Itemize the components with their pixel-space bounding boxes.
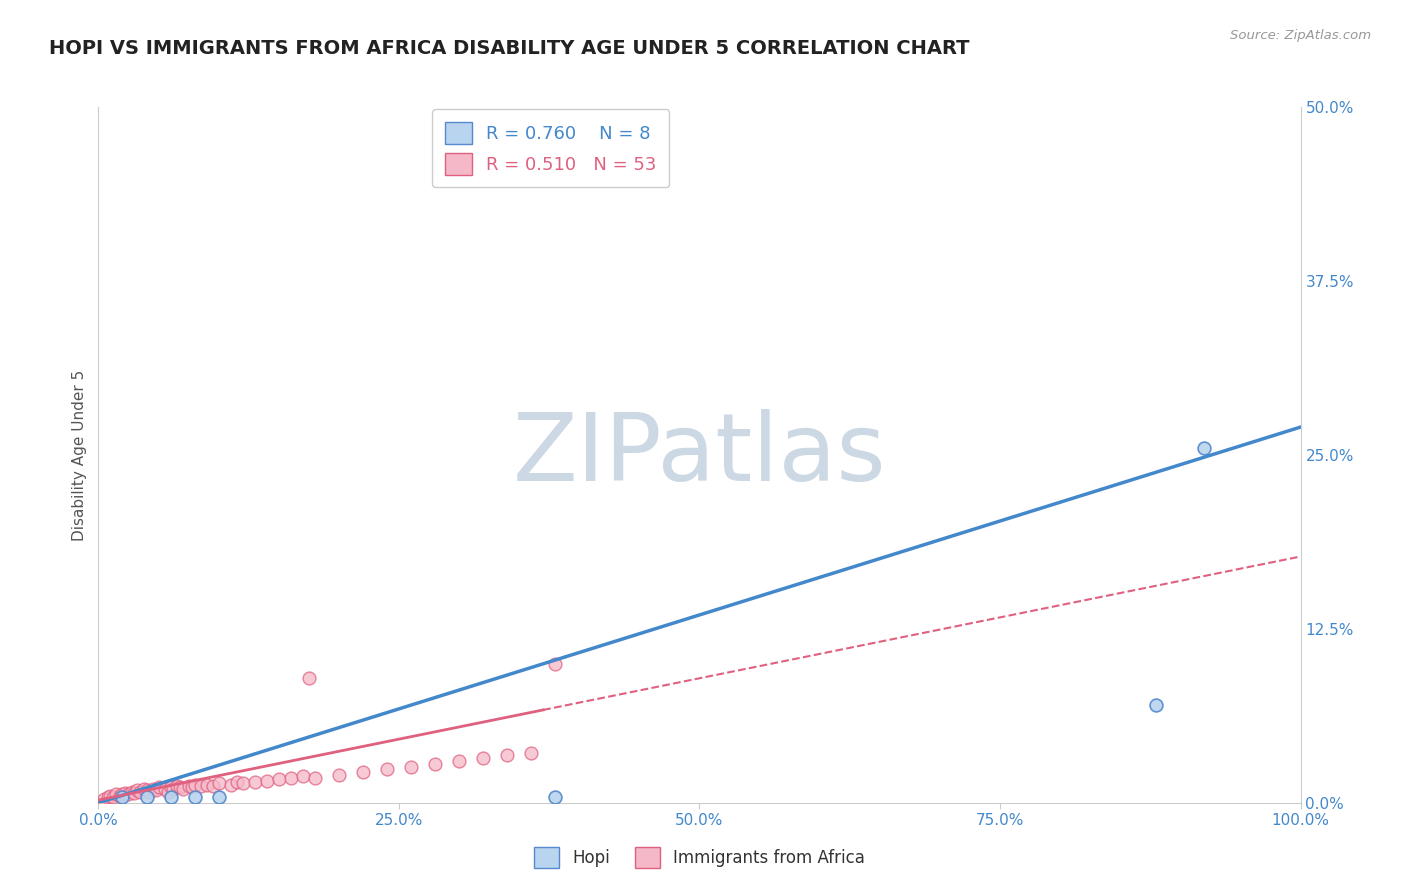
Point — [93, 791, 115, 805]
Point — [129, 785, 152, 799]
Point — [111, 790, 134, 805]
Point — [496, 748, 519, 763]
Point — [177, 779, 200, 793]
Point — [243, 775, 266, 789]
Point — [162, 781, 184, 796]
Point — [181, 780, 204, 795]
Point — [101, 790, 124, 805]
Point — [124, 786, 146, 800]
Legend: Hopi, Immigrants from Africa: Hopi, Immigrants from Africa — [527, 841, 872, 874]
Point — [375, 763, 398, 777]
Point — [108, 789, 131, 803]
Point — [125, 783, 148, 797]
Point — [183, 790, 205, 805]
Point — [135, 783, 157, 797]
Point — [291, 769, 314, 783]
Point — [166, 779, 188, 793]
Point — [280, 771, 302, 785]
Point — [208, 790, 231, 805]
Point — [298, 671, 321, 685]
Point — [544, 790, 567, 805]
Point — [352, 765, 374, 780]
Point — [1144, 698, 1167, 713]
Point — [267, 772, 290, 786]
Point — [447, 754, 470, 768]
Point — [208, 776, 231, 790]
Point — [328, 768, 350, 782]
Point — [105, 788, 128, 802]
Point — [183, 778, 205, 792]
Point — [157, 785, 180, 799]
Point — [121, 785, 143, 799]
Point — [114, 786, 136, 800]
Point — [399, 759, 422, 773]
Point — [423, 756, 446, 771]
Point — [159, 780, 181, 795]
Point — [172, 781, 194, 796]
Point — [153, 781, 176, 796]
Point — [169, 780, 191, 795]
Point — [159, 790, 181, 805]
Y-axis label: Disability Age Under 5: Disability Age Under 5 — [72, 369, 87, 541]
Point — [135, 790, 157, 805]
Point — [111, 788, 134, 802]
Point — [117, 788, 139, 802]
Point — [219, 778, 242, 792]
Point — [145, 783, 167, 797]
Point — [520, 746, 543, 760]
Point — [304, 771, 326, 785]
Point — [148, 780, 170, 795]
Point — [544, 657, 567, 671]
Point — [100, 789, 122, 803]
Text: Source: ZipAtlas.com: Source: ZipAtlas.com — [1230, 29, 1371, 42]
Point — [472, 751, 495, 765]
Point — [190, 779, 212, 793]
Point — [195, 778, 218, 792]
Point — [97, 790, 120, 805]
Point — [132, 781, 155, 796]
Point — [201, 779, 224, 793]
Text: HOPI VS IMMIGRANTS FROM AFRICA DISABILITY AGE UNDER 5 CORRELATION CHART: HOPI VS IMMIGRANTS FROM AFRICA DISABILIT… — [49, 39, 970, 58]
Point — [138, 785, 160, 799]
Point — [256, 773, 278, 788]
Point — [225, 775, 247, 789]
Point — [232, 776, 254, 790]
Text: ZIPatlas: ZIPatlas — [513, 409, 886, 501]
Point — [1194, 441, 1216, 455]
Point — [141, 781, 163, 796]
